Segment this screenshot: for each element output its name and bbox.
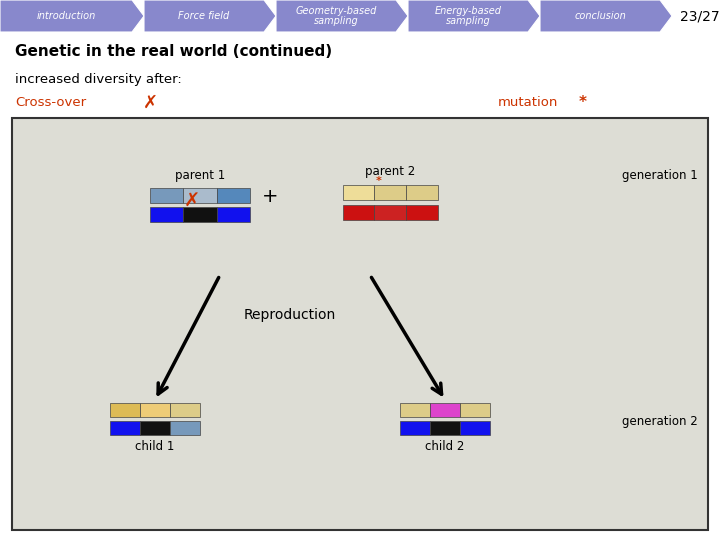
- Bar: [460, 403, 490, 417]
- Text: Force field: Force field: [179, 11, 230, 21]
- Polygon shape: [0, 0, 144, 32]
- Bar: [374, 205, 406, 220]
- Text: *: *: [376, 176, 382, 186]
- Text: child 2: child 2: [426, 441, 464, 454]
- Bar: [430, 421, 460, 435]
- Text: Genetic in the real world (continued): Genetic in the real world (continued): [15, 44, 332, 59]
- Bar: [374, 185, 406, 200]
- Bar: [217, 207, 250, 222]
- Text: ✗: ✗: [184, 192, 200, 211]
- Text: +: +: [262, 187, 278, 206]
- Polygon shape: [144, 0, 276, 32]
- Bar: [406, 205, 438, 220]
- Text: parent 2: parent 2: [365, 165, 415, 179]
- Text: introduction: introduction: [37, 11, 96, 21]
- Text: increased diversity after:: increased diversity after:: [15, 73, 181, 86]
- Text: mutation: mutation: [498, 97, 559, 110]
- Text: Cross-over: Cross-over: [15, 97, 86, 110]
- Bar: [430, 403, 460, 417]
- Bar: [12, 118, 708, 530]
- Bar: [150, 188, 184, 203]
- Text: generation 2: generation 2: [622, 415, 698, 428]
- Bar: [184, 207, 217, 222]
- Bar: [343, 205, 374, 220]
- Text: 23/27: 23/27: [680, 9, 720, 23]
- Bar: [460, 421, 490, 435]
- Bar: [110, 421, 140, 435]
- Bar: [400, 421, 430, 435]
- Bar: [406, 185, 438, 200]
- Bar: [170, 403, 200, 417]
- Bar: [217, 188, 250, 203]
- Text: conclusion: conclusion: [574, 11, 626, 21]
- Text: parent 1: parent 1: [175, 168, 225, 181]
- Bar: [140, 403, 170, 417]
- Bar: [184, 188, 217, 203]
- Text: child 1: child 1: [135, 441, 175, 454]
- Bar: [400, 403, 430, 417]
- Bar: [343, 185, 374, 200]
- Text: Energy-based
sampling: Energy-based sampling: [434, 5, 502, 26]
- Polygon shape: [540, 0, 672, 32]
- Bar: [140, 421, 170, 435]
- Polygon shape: [276, 0, 408, 32]
- Bar: [150, 207, 184, 222]
- Text: Reproduction: Reproduction: [244, 308, 336, 322]
- Polygon shape: [408, 0, 540, 32]
- Text: ✗: ✗: [143, 94, 158, 112]
- Bar: [170, 421, 200, 435]
- Text: *: *: [579, 96, 587, 111]
- Text: Geometry-based
sampling: Geometry-based sampling: [295, 5, 377, 26]
- Bar: [110, 403, 140, 417]
- Text: generation 1: generation 1: [622, 168, 698, 181]
